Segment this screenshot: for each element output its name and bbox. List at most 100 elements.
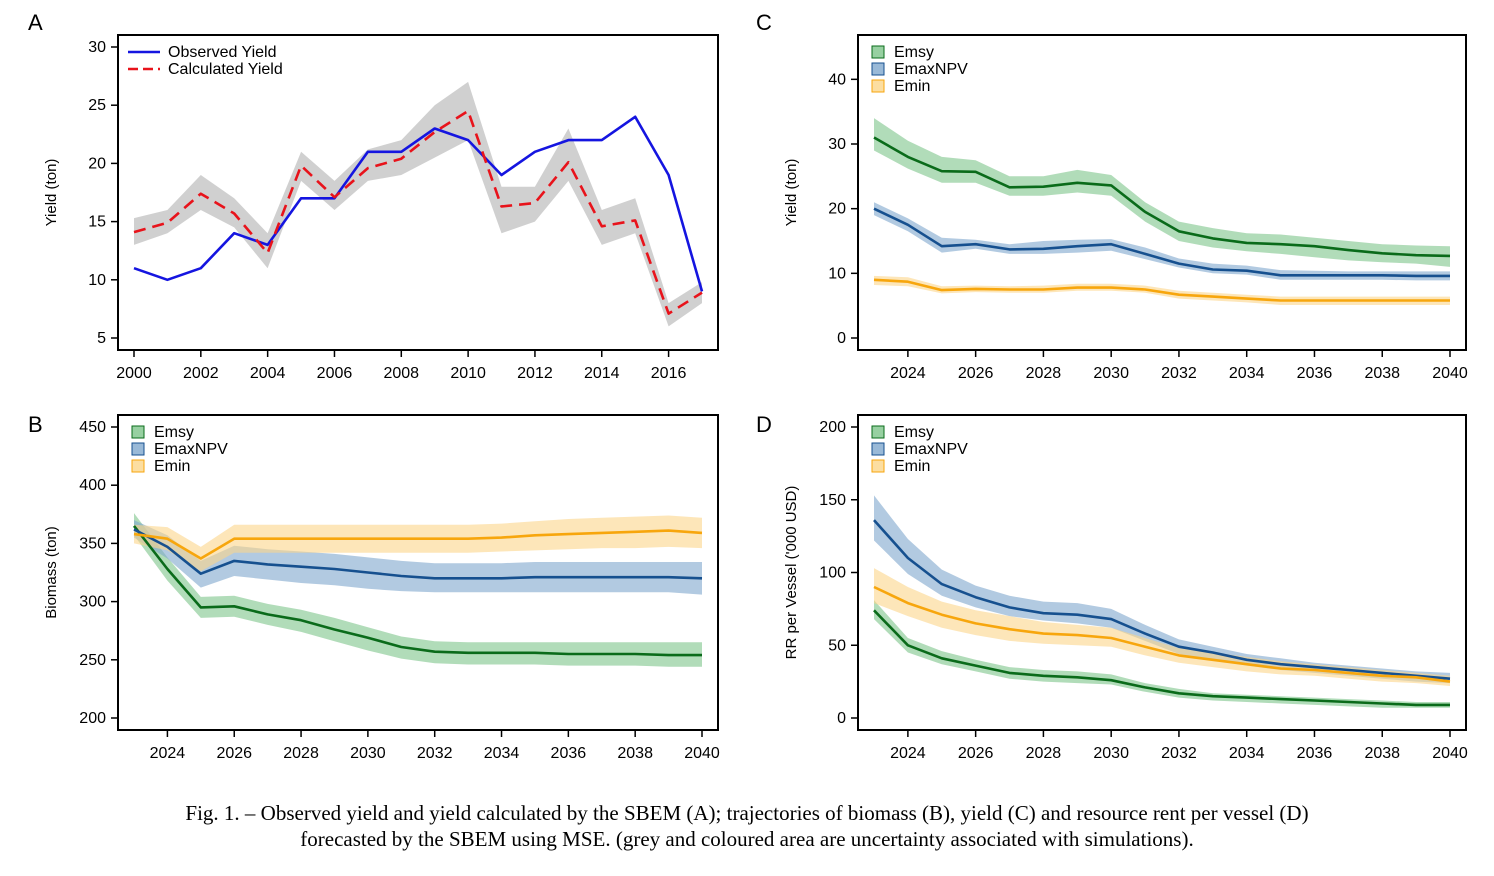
x-tick-label: 2028: [1026, 365, 1062, 382]
x-tick-label: 2030: [350, 745, 386, 762]
y-tick-label: 50: [828, 637, 846, 654]
y-tick-label: 350: [79, 535, 106, 552]
x-tick-label: 2032: [1161, 365, 1197, 382]
series-line-emaxnpv: [873, 207, 1450, 278]
legend-swatch: [131, 459, 145, 473]
y-tick-label: 100: [819, 565, 846, 582]
series-line-emaxnpv: [873, 519, 1451, 680]
x-tick-label: 2032: [1161, 745, 1197, 762]
panel-letter: D: [756, 412, 772, 437]
panel-letter: A: [28, 10, 43, 35]
legend-swatch: [131, 442, 145, 456]
plot-frame: [117, 34, 719, 351]
x-tick-label: 2024: [150, 745, 186, 762]
panel-letter: B: [28, 412, 43, 437]
y-tick-label: 25: [88, 97, 106, 114]
y-tick-label: 0: [837, 710, 846, 727]
legend-label: Observed Yield: [168, 44, 277, 61]
y-axis-label: Yield (ton): [783, 159, 800, 227]
x-tick-label: 2030: [1093, 365, 1129, 382]
y-tick-label: 150: [819, 492, 846, 509]
legend-swatch: [871, 425, 885, 439]
x-tick-label: 2026: [958, 745, 994, 762]
figure-caption: Fig. 1. – Observed yield and yield calcu…: [0, 800, 1494, 852]
y-tick-label: 300: [79, 594, 106, 611]
plot-frame: [117, 414, 719, 731]
y-axis-label: Yield (ton): [43, 159, 60, 227]
uncertainty-band-emin: [874, 275, 1450, 305]
y-tick-label: 40: [828, 71, 846, 88]
y-tick-label: 10: [88, 272, 106, 289]
y-tick-label: 30: [828, 136, 846, 153]
plot-frame: [857, 34, 1467, 351]
y-tick-label: 30: [88, 39, 106, 56]
x-tick-label: 2038: [1364, 365, 1400, 382]
series-line-emsy: [873, 609, 1450, 707]
series-line-emin: [873, 278, 1450, 302]
x-tick-label: 2040: [1432, 745, 1468, 762]
x-tick-label: 2030: [1093, 745, 1129, 762]
x-tick-label: 2034: [484, 745, 520, 762]
caption-line-2: forecasted by the SBEM using MSE. (grey …: [300, 827, 1194, 851]
x-tick-label: 2040: [1432, 365, 1468, 382]
x-tick-label: 2032: [417, 745, 453, 762]
panel-b: B 2024 2026 2028 2030 2032 2034 2036 2038 2040 200…: [28, 412, 720, 762]
legend-swatch: [871, 45, 885, 59]
x-tick-label: 2036: [1297, 365, 1333, 382]
y-tick-label: 20: [828, 201, 846, 218]
uncertainty-band-emsy: [874, 118, 1450, 267]
y-tick-label: 10: [828, 265, 846, 282]
series-line-calculated-yield: [133, 109, 703, 315]
legend-label: Emsy: [154, 424, 194, 441]
x-tick-label: 2010: [450, 365, 486, 382]
x-tick-label: 2014: [584, 365, 620, 382]
plot-frame: [857, 414, 1467, 731]
x-tick-label: 2038: [1364, 745, 1400, 762]
x-tick-label: 2024: [890, 365, 926, 382]
series-line-emin: [133, 529, 703, 560]
panel-d: D 2024 2026 2028 2030 2032 2034 2036 2038 2040 0 50…: [756, 412, 1468, 762]
x-tick-label: 2004: [250, 365, 286, 382]
uncertainty-band-emaxnpv: [874, 202, 1450, 281]
legend-label: Emin: [894, 78, 930, 95]
caption-line-1: Fig. 1. – Observed yield and yield calcu…: [185, 801, 1309, 825]
x-tick-label: 2000: [116, 365, 152, 382]
x-tick-label: 2024: [890, 745, 926, 762]
y-tick-label: 5: [97, 330, 106, 347]
legend-swatch: [131, 425, 145, 439]
y-tick-label: 0: [837, 330, 846, 347]
x-tick-label: 2034: [1229, 745, 1265, 762]
y-tick-label: 15: [88, 214, 106, 231]
x-tick-label: 2036: [1297, 745, 1333, 762]
x-tick-label: 2028: [1026, 745, 1062, 762]
x-tick-label: 2002: [183, 365, 219, 382]
legend-swatch: [871, 62, 885, 76]
series-line-emsy: [873, 136, 1451, 258]
legend-label: EmaxNPV: [894, 61, 968, 78]
uncertainty-band-emsy: [134, 513, 702, 667]
uncertainty-band-emsy: [874, 600, 1450, 708]
y-axis-label: RR per Vessel ('000 USD): [783, 486, 800, 660]
y-tick-label: 250: [79, 652, 106, 669]
y-tick-label: 200: [79, 710, 106, 727]
legend-label: Emsy: [894, 424, 934, 441]
x-tick-label: 2034: [1229, 365, 1265, 382]
x-tick-label: 2006: [317, 365, 353, 382]
x-tick-label: 2026: [216, 745, 252, 762]
series-line-emin: [873, 585, 1451, 683]
series-line-emsy: [132, 525, 702, 657]
x-tick-label: 2026: [958, 365, 994, 382]
series-line-emaxnpv: [133, 528, 703, 580]
y-tick-label: 200: [819, 419, 846, 436]
y-tick-label: 20: [88, 155, 106, 172]
x-tick-label: 2040: [684, 745, 720, 762]
series-line-observed-yield: [133, 115, 704, 292]
legend-swatch: [871, 459, 885, 473]
x-tick-label: 2016: [651, 365, 687, 382]
